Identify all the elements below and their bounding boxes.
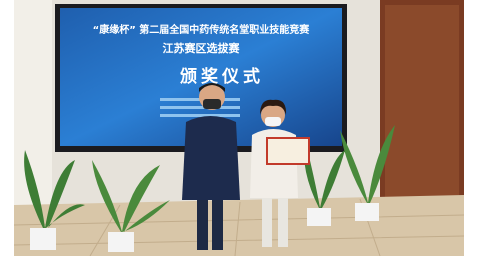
mask	[265, 117, 281, 126]
screen-title: “康缘杯” 第二届全国中药传统名堂职业技能竞赛	[93, 23, 311, 36]
door-panel	[385, 5, 459, 200]
text-line	[160, 106, 240, 109]
pot	[355, 203, 379, 221]
leg	[278, 195, 288, 247]
text-line	[160, 114, 240, 117]
leg	[212, 200, 223, 250]
pot	[307, 208, 331, 226]
certificate	[267, 138, 309, 164]
pot	[30, 228, 56, 250]
jacket	[182, 116, 240, 200]
leg	[262, 195, 272, 247]
photo: “康缘杯” 第二届全国中药传统名堂职业技能竞赛 江苏赛区选拔赛 颁奖仪式	[0, 0, 478, 256]
screen-subtitle: 江苏赛区选拔赛	[163, 41, 241, 55]
leg	[197, 200, 208, 250]
page: “康缘杯” 第二届全国中药传统名堂职业技能竞赛 江苏赛区选拔赛 颁奖仪式	[0, 0, 478, 256]
pot	[108, 232, 134, 252]
mask	[203, 99, 221, 109]
floor	[14, 195, 464, 256]
screen-heading: 颁奖仪式	[180, 66, 264, 87]
